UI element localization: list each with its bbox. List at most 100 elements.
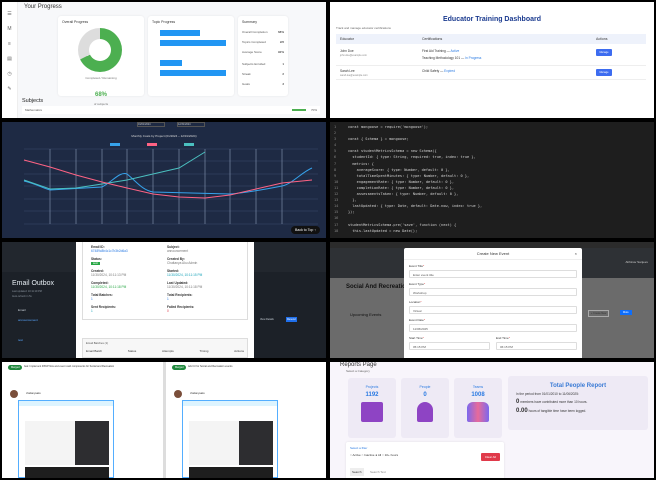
pr-title[interactable]: Add UI for Social and Recreation events xyxy=(188,365,233,368)
educator-name: John Doe xyxy=(340,49,354,53)
location-select[interactable]: Virtual xyxy=(409,306,577,314)
donut-chart xyxy=(78,28,122,72)
view-details-button[interactable]: View Details xyxy=(260,318,274,321)
clipboard-icon[interactable]: ▤ xyxy=(7,56,12,62)
subjects-heading: Subjects xyxy=(22,98,44,104)
date-to-input[interactable]: 12/31/2024 xyxy=(177,122,205,127)
total-people-report: Total People Report In the period from 0… xyxy=(508,376,648,430)
email-batches-section: Email Batches (1) Email Batch Status Attem… xyxy=(82,338,248,358)
event-title-input[interactable]: Enter event title xyxy=(409,270,577,278)
avatar xyxy=(174,390,182,398)
terminal-image xyxy=(189,467,273,478)
teams-card[interactable]: Teams 1008 xyxy=(454,378,502,438)
screenshot-image xyxy=(189,421,273,465)
topic-bar xyxy=(160,40,226,46)
last-updated: Last updated: 10:11:19 PM xyxy=(12,290,42,293)
educator-email: john.doe@example.com xyxy=(340,54,367,57)
subject-progress-bar xyxy=(292,109,306,111)
chart-title: Monthly Costs by Project (01/2024 – 12/3… xyxy=(131,134,197,138)
edit-icon[interactable]: ✎ xyxy=(7,86,12,92)
line-chart xyxy=(23,143,318,225)
pr-view-right: Merged Add UI for Social and Recreation … xyxy=(166,362,326,478)
back-to-top-button[interactable]: Back to Top ↑ xyxy=(291,226,320,234)
table-header: Educator Certifications Actions xyxy=(336,34,646,44)
educator-dashboard-panel: Educator Training Dashboard Track and ma… xyxy=(330,2,654,118)
comment-author[interactable]: chaitanyaaku xyxy=(26,392,41,395)
search-label: Search xyxy=(350,468,364,476)
card-heading: Summary xyxy=(242,20,257,24)
status-badge: Active xyxy=(450,49,460,53)
clock-icon[interactable]: ◷ xyxy=(7,71,12,77)
manage-button[interactable]: Manage xyxy=(596,69,612,76)
sidebar: ☰ M ≡ ▤ ◷ ✎ xyxy=(2,2,18,118)
merged-badge: Merged xyxy=(8,365,23,370)
status-badge: sent xyxy=(91,262,100,265)
screenshot-image xyxy=(25,421,109,465)
table-row: Sarah Lee sarah.lee@example.com Child Sa… xyxy=(336,66,646,80)
topic-progress-card: Topic Progress xyxy=(148,16,234,96)
create-event-panel: Abhinav Sanjeev Social And Recreation Up… xyxy=(330,242,654,358)
search-input[interactable]: Search Text xyxy=(370,470,386,474)
people-card[interactable]: People 0 xyxy=(401,378,449,438)
pr-view-left: Merged feat: Implement RSVP flow and eve… xyxy=(2,362,162,478)
email-row[interactable]: test xyxy=(18,338,23,342)
avatar xyxy=(10,390,18,398)
email-details-modal: Email ID: 67489c8b4c1c7b3b2d6a3 Subject: a… xyxy=(76,242,254,358)
filter-card: Select a filter ○ Active ○ Inactive ● Al… xyxy=(346,442,504,478)
date-from-input[interactable]: 01/01/2024 xyxy=(137,122,165,127)
list-icon[interactable]: ≡ xyxy=(8,41,11,47)
percent-caption: of subjects xyxy=(93,102,109,106)
email-row[interactable]: announcement xyxy=(18,318,38,322)
overall-percent: 68% xyxy=(94,92,107,98)
status-badge: In Progress xyxy=(465,56,482,60)
topic-bar xyxy=(160,60,182,66)
modal-title: Create New Event xyxy=(476,251,510,256)
pr-title[interactable]: feat: Implement RSVP flow and event card… xyxy=(24,365,115,368)
event-date-input[interactable]: 11/06/2025 xyxy=(409,324,577,332)
comment-author[interactable]: chaitanyaaku xyxy=(190,392,205,395)
create-new-button[interactable]: + Create New xyxy=(588,310,610,317)
create-event-modal: Create New Event × Event Title* Enter eve… xyxy=(404,248,582,358)
page-subtitle: Track and manage educator certifications xyxy=(336,26,391,30)
subject-row[interactable]: Mathematics 70% xyxy=(22,106,320,114)
code-content[interactable]: 1 const mongoose = require('mongoose'); 2… xyxy=(334,125,483,233)
person-icon xyxy=(417,402,433,422)
divider xyxy=(163,362,166,478)
user-menu[interactable]: Abhinav Sanjeev xyxy=(625,260,648,264)
progress-dashboard-panel: ☰ M ≡ ▤ ◷ ✎ Your Progress Overall Progre… xyxy=(2,2,326,118)
auto-refresh: Auto-refresh in 5s xyxy=(12,295,32,298)
email-outbox-panel: Email Outbox Last updated: 10:11:19 PM A… xyxy=(2,242,326,358)
topic-bar xyxy=(160,70,226,76)
filter-radio-group[interactable]: ○ Active ○ Inactive ● All ○ 10+ hours xyxy=(350,453,399,457)
event-type-select[interactable]: Workshop xyxy=(409,288,577,296)
browser-url-bar[interactable] xyxy=(330,242,654,248)
summary-card: Summary Overall Completion 68% Topics Com… xyxy=(238,16,288,96)
end-time-input[interactable]: 06:15 PM xyxy=(496,342,577,350)
terminal-image xyxy=(25,467,109,478)
summary-row: Goals 3 xyxy=(242,82,284,86)
card-heading: Overall Progress xyxy=(62,20,89,24)
comment-box xyxy=(182,400,278,478)
educator-email: sarah.lee@example.com xyxy=(340,74,368,77)
code-editor-panel: 1 const mongoose = require('mongoose'); 2… xyxy=(330,122,654,238)
educator-name: Sarah Lee xyxy=(340,69,355,73)
start-time-input[interactable]: 05:15 PM xyxy=(409,342,490,350)
book-icon[interactable]: M xyxy=(7,26,12,32)
resend-button[interactable]: Resend xyxy=(286,317,297,322)
card-heading: Topic Progress xyxy=(152,20,176,24)
clear-all-button[interactable]: Clear All xyxy=(480,453,500,461)
close-icon[interactable]: × xyxy=(574,251,577,256)
reports-panel: Reports Page Select a Category Projects 1… xyxy=(330,362,654,478)
projects-icon xyxy=(361,402,383,422)
page-title: Reports Page xyxy=(340,362,377,368)
menu-icon[interactable]: ☰ xyxy=(7,11,12,17)
page-title: Email Outbox xyxy=(12,280,55,287)
table-row: John Doe john.doe@example.com First Aid … xyxy=(336,46,646,66)
projects-card[interactable]: Projects 1192 xyxy=(348,378,396,438)
more-button[interactable]: More xyxy=(620,310,632,315)
topic-bar xyxy=(160,30,200,36)
manage-button[interactable]: Manage xyxy=(596,49,612,56)
overall-progress-card: Overall Progress Completed / Remaining 6… xyxy=(58,16,144,106)
page-title: Educator Training Dashboard xyxy=(442,16,541,23)
status-badge: Expired xyxy=(444,69,455,73)
